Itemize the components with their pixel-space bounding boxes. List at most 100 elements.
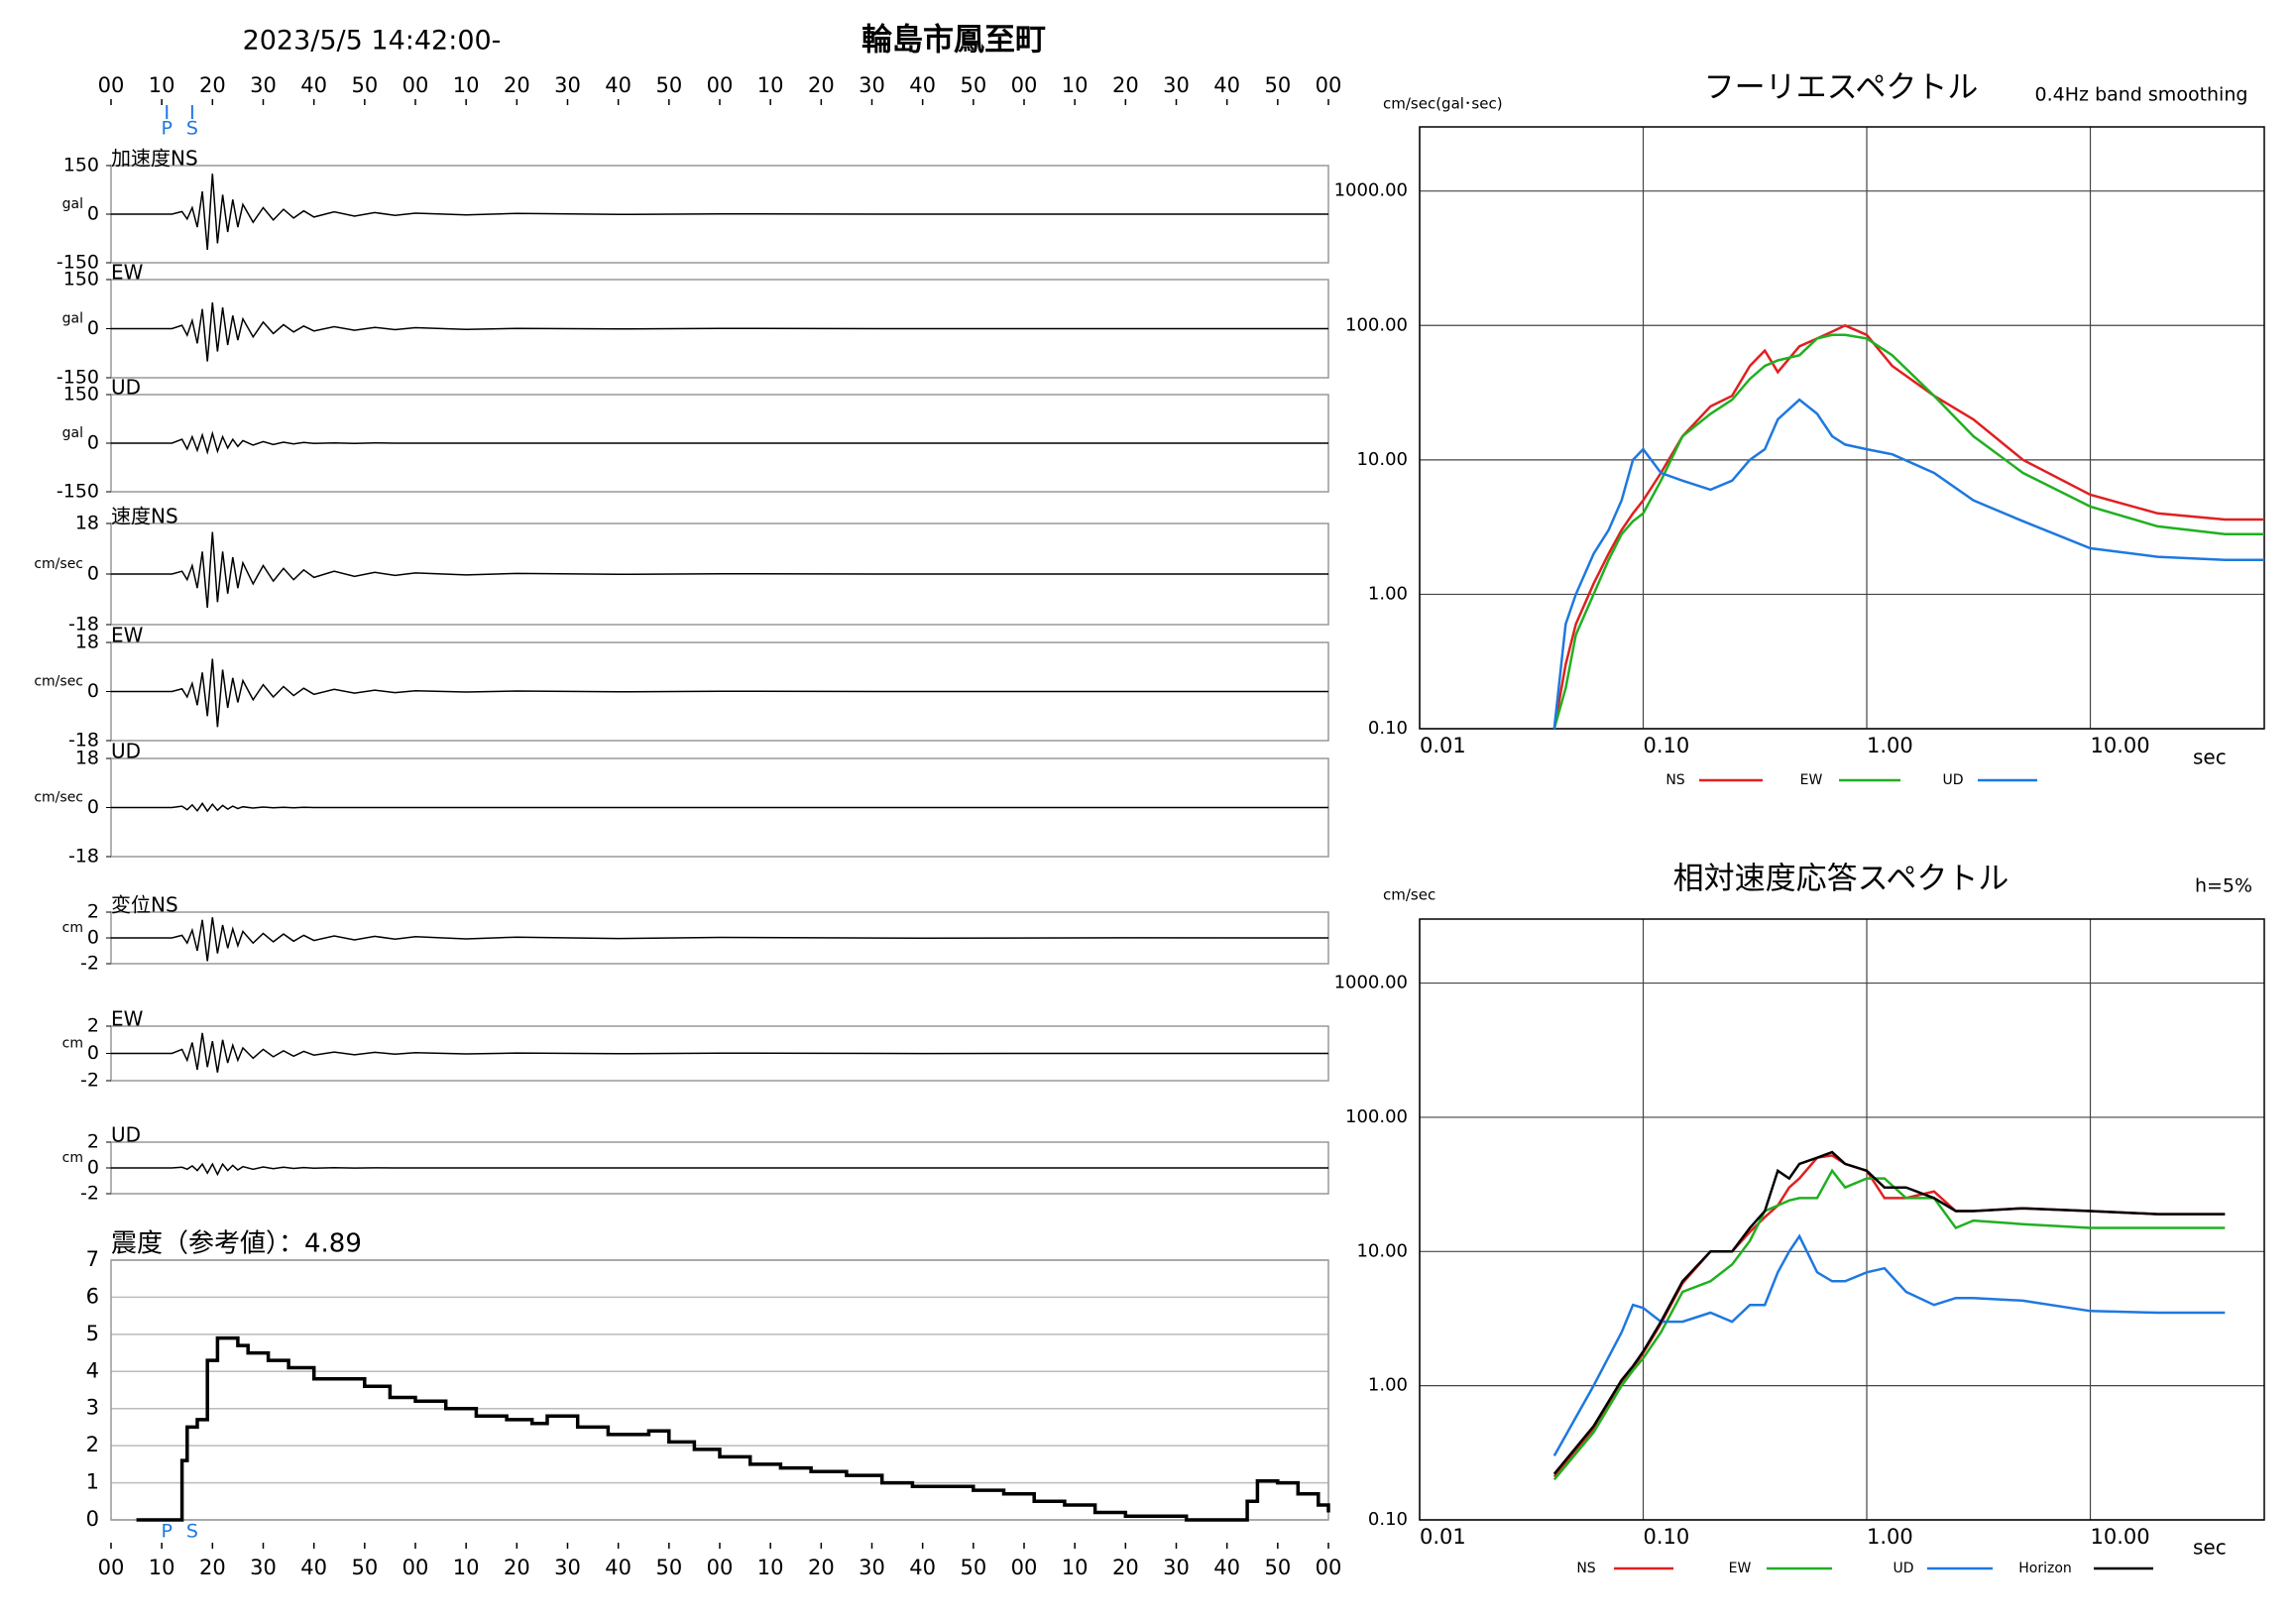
x-tick-label: 50 — [655, 73, 682, 97]
y-tick-label: 7 — [86, 1247, 99, 1271]
y-tick-label: 18 — [75, 513, 99, 534]
x-tick-label: 10 — [1062, 73, 1089, 97]
x-tick-label: 00 — [1316, 73, 1342, 97]
unit-label: cm — [62, 1150, 83, 1166]
x-tick-label: 50 — [1264, 1556, 1291, 1579]
x-tick-label: 20 — [1112, 73, 1139, 97]
series-line — [1552, 323, 2264, 730]
phase-label: S — [186, 118, 198, 140]
x-tick-label: 00 — [402, 73, 429, 97]
x-tick-label: 30 — [1163, 73, 1190, 97]
panel-label: EW — [111, 261, 144, 285]
y-tick-label: -18 — [68, 614, 99, 636]
x-tick-label: 10.00 — [2091, 734, 2150, 757]
x-tick-label: 50 — [351, 73, 378, 97]
waveform — [111, 174, 1328, 250]
x-tick-label: 20 — [1112, 1556, 1139, 1579]
x-tick-label: 00 — [707, 1556, 734, 1579]
x-tick-label: 30 — [250, 1556, 277, 1579]
unit-label: gal — [62, 425, 83, 441]
panel-label: 速度NS — [111, 505, 178, 528]
waveform — [111, 302, 1328, 362]
y-tick-label: 1000.00 — [1334, 180, 1408, 201]
y-tick-label: -2 — [80, 1070, 99, 1092]
chart-note: 0.4Hz band smoothing — [2035, 84, 2248, 106]
y-tick-label: 2 — [87, 1015, 99, 1037]
x-tick-label: 50 — [351, 1556, 378, 1579]
x-tick-label: 50 — [1264, 73, 1291, 97]
waveform — [111, 1032, 1328, 1073]
series-line — [1552, 1150, 2226, 1475]
x-tick-label: 20 — [808, 73, 835, 97]
x-tick-label: 10 — [453, 73, 480, 97]
x-tick-label: 00 — [1011, 1556, 1038, 1579]
y-tick-label: 4 — [86, 1358, 99, 1382]
x-tick-label: 0.01 — [1420, 734, 1466, 757]
x-tick-label: 0.10 — [1644, 734, 1690, 757]
y-tick-label: 10.00 — [1356, 1240, 1408, 1261]
x-tick-label: 00 — [98, 1556, 125, 1579]
x-tick-label: 20 — [504, 73, 530, 97]
panel-label: UD — [111, 740, 141, 763]
waveform — [111, 658, 1328, 728]
y-tick-label: 6 — [86, 1284, 99, 1308]
y-tick-label: 100.00 — [1345, 314, 1408, 335]
x-tick-label: 40 — [1213, 73, 1240, 97]
y-tick-label: 0.10 — [1368, 1509, 1408, 1530]
y-tick-label: 2 — [87, 901, 99, 923]
series-line — [1552, 333, 2264, 730]
x-tick-label: 10 — [149, 1556, 175, 1579]
unit-label: cm — [62, 1036, 83, 1052]
legend-label: NS — [1665, 772, 1684, 788]
y-tick-label: -18 — [68, 730, 99, 752]
y-tick-label: 3 — [86, 1396, 99, 1420]
waveform — [111, 430, 1328, 455]
legend-label: EW — [1729, 1561, 1752, 1576]
chart-title: 相対速度応答スペクトル — [1673, 862, 2009, 897]
panel-label: EW — [111, 624, 144, 647]
y-tick-label: 0 — [87, 1157, 99, 1179]
x-tick-label: 00 — [707, 73, 734, 97]
x-tick-label: 40 — [909, 73, 936, 97]
waveform — [111, 531, 1328, 609]
y-tick-label: -150 — [57, 367, 99, 389]
x-tick-label: 40 — [300, 1556, 327, 1579]
x-tick-label: 30 — [554, 73, 581, 97]
waveform — [111, 917, 1329, 962]
y-tick-label: 1.00 — [1368, 583, 1408, 604]
y-tick-label: 0 — [87, 927, 99, 949]
plot-frame — [1419, 918, 2265, 1521]
x-tick-label: 10 — [149, 73, 175, 97]
legend-label: EW — [1800, 772, 1823, 788]
station: 輪島市鳳至町 — [861, 23, 1046, 58]
y-tick-label: 5 — [86, 1322, 99, 1345]
y-tick-label: 100.00 — [1345, 1106, 1408, 1127]
waveform — [111, 1162, 1328, 1177]
legend-label: UD — [1942, 772, 1963, 788]
x-tick-label: 50 — [960, 1556, 986, 1579]
y-tick-label: -18 — [68, 846, 99, 868]
x-tick-label: 0.10 — [1644, 1525, 1690, 1549]
x-tick-label: 1.00 — [1867, 734, 1913, 757]
panel-frame — [110, 1259, 1329, 1521]
plot-frame — [1419, 126, 2265, 730]
x-tick-label: 10 — [757, 73, 784, 97]
x-tick-label: 40 — [605, 1556, 631, 1579]
y-tick-label: 0 — [87, 796, 99, 818]
x-tick-label: 20 — [808, 1556, 835, 1579]
waveform — [111, 802, 1328, 813]
x-tick-label: 0.01 — [1420, 1525, 1466, 1549]
phase-label: P — [162, 1521, 172, 1543]
y-tick-label: 150 — [63, 269, 99, 290]
y-tick-label: -150 — [57, 481, 99, 503]
y-tick-label: -2 — [80, 953, 99, 975]
y-tick-label: 0 — [87, 432, 99, 454]
panel-label: EW — [111, 1007, 144, 1031]
x-tick-label: 20 — [504, 1556, 530, 1579]
x-tick-label: 00 — [402, 1556, 429, 1579]
phase-label: P — [162, 118, 172, 140]
x-tick-label: 40 — [605, 73, 631, 97]
x-tick-label: 30 — [1163, 1556, 1190, 1579]
